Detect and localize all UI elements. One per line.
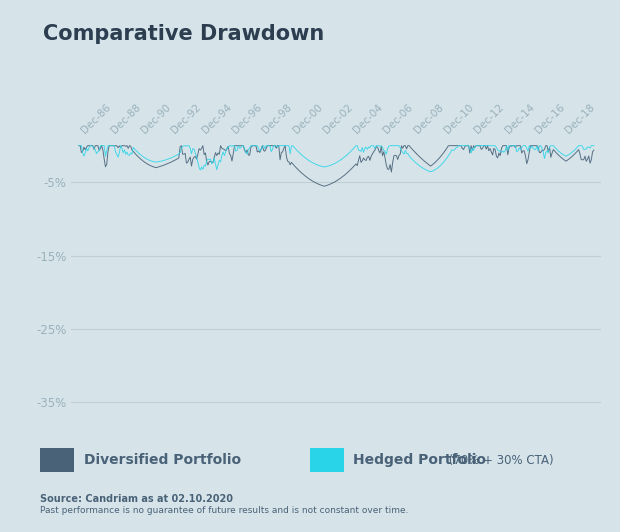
Text: Source: Candriam as at 02.10.2020: Source: Candriam as at 02.10.2020: [40, 494, 233, 504]
Text: Past performance is no guarantee of future results and is not constant over time: Past performance is no guarantee of futu…: [40, 506, 409, 516]
Text: (70% + 30% CTA): (70% + 30% CTA): [445, 454, 554, 467]
Text: Hedged Portfolio: Hedged Portfolio: [353, 453, 487, 467]
Text: Diversified Portfolio: Diversified Portfolio: [84, 453, 241, 467]
Text: Comparative Drawdown: Comparative Drawdown: [43, 24, 325, 44]
